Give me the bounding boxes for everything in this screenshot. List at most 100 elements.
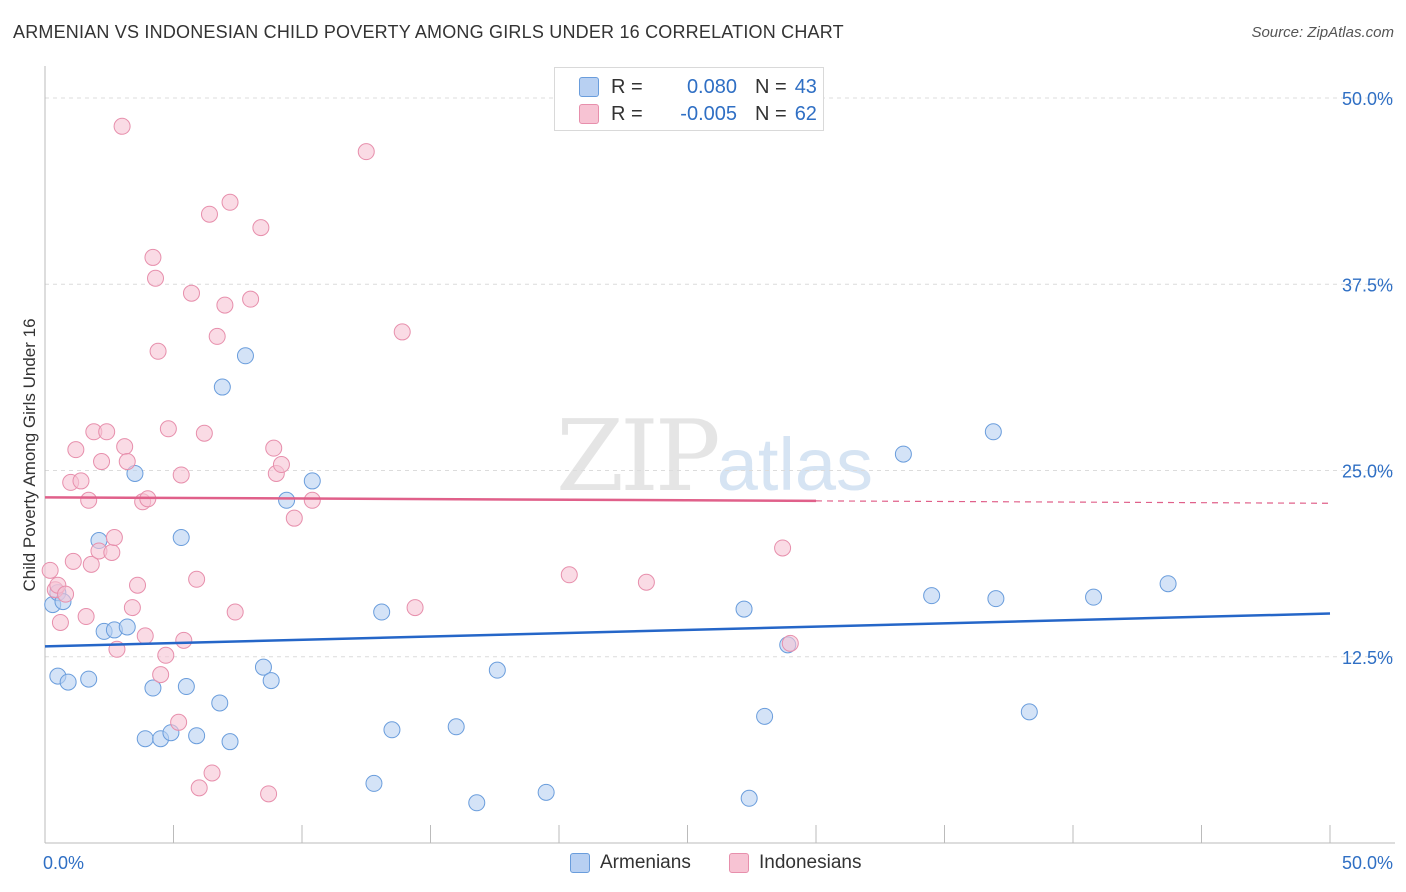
y-tick-label: 25.0% — [1342, 462, 1393, 482]
armenian-point — [1159, 575, 1177, 593]
indonesian-point — [64, 552, 82, 570]
armenian-point — [213, 378, 231, 396]
indonesians-legend-swatch — [729, 853, 749, 873]
indonesian-point — [152, 666, 170, 684]
indonesian-point — [357, 143, 375, 161]
legend-n-label: N = — [755, 75, 787, 98]
armenian-point — [447, 718, 465, 736]
legend-n-value: 62 — [794, 102, 817, 125]
indonesian-point — [57, 585, 75, 603]
indonesian-point — [77, 608, 95, 626]
source-label: Source: ZipAtlas.com — [1251, 24, 1394, 41]
indonesian-point — [159, 420, 177, 438]
armenian-point — [756, 707, 774, 725]
armenian-point — [987, 590, 1005, 608]
bottom-legend-indonesians: Indonesians — [729, 852, 861, 874]
armenian-point — [221, 733, 239, 751]
indonesian-point — [136, 627, 154, 645]
indonesian-point — [285, 509, 303, 527]
armenian-point — [80, 670, 98, 688]
indonesian-point — [93, 453, 111, 471]
armenian-point — [177, 678, 195, 696]
indonesian-point — [123, 599, 141, 617]
armenians-swatch — [579, 77, 599, 97]
x-tick-label: 0.0% — [43, 853, 84, 873]
indonesian-point — [260, 785, 278, 803]
armenian-point — [262, 672, 280, 690]
indonesian-point — [393, 323, 411, 341]
indonesian-point — [188, 570, 206, 588]
indonesian-point — [203, 764, 221, 782]
indonesian-point — [406, 599, 424, 617]
armenian-point — [488, 661, 506, 679]
indonesian-point — [147, 269, 165, 287]
indonesian-point — [82, 555, 100, 573]
indonesian-point — [265, 439, 283, 457]
indonesian-point — [175, 631, 193, 649]
indonesian-point — [103, 543, 121, 561]
watermark-atlas: atlas — [716, 423, 874, 506]
armenian-trend-line — [44, 612, 1331, 648]
indonesians-swatch — [579, 104, 599, 124]
indonesian-trend-line-dashed — [815, 500, 1331, 504]
armenian-point — [126, 464, 144, 482]
indonesian-point — [781, 634, 799, 652]
armenian-point — [383, 721, 401, 739]
armenian-point — [984, 423, 1002, 441]
armenian-point — [136, 730, 154, 748]
indonesian-point — [118, 453, 136, 471]
indonesian-point — [116, 438, 134, 456]
indonesian-point — [182, 284, 200, 302]
armenian-point — [923, 587, 941, 605]
indonesian-point — [637, 573, 655, 591]
armenian-point — [236, 347, 254, 365]
legend-n-label: N = — [755, 102, 787, 125]
indonesian-point — [67, 441, 85, 459]
indonesian-point — [51, 613, 69, 631]
armenian-point — [740, 789, 758, 807]
indonesian-point — [129, 576, 147, 594]
indonesian-point — [157, 646, 175, 664]
indonesian-point — [216, 296, 234, 314]
y-tick-label: 37.5% — [1342, 275, 1393, 295]
armenian-point — [172, 529, 190, 547]
bottom-legend-armenians: Armenians — [570, 852, 691, 874]
indonesian-point — [200, 205, 218, 223]
legend-r-value: 0.080 — [686, 75, 737, 98]
armenian-point — [59, 673, 77, 691]
indonesian-point — [190, 779, 208, 797]
armenian-point — [118, 618, 136, 636]
legend-r-label: R = — [611, 102, 643, 125]
indonesian-point — [149, 342, 167, 360]
watermark-zip: ZIP — [556, 400, 721, 514]
armenians-legend-swatch — [570, 853, 590, 873]
armenian-point — [1020, 703, 1038, 721]
indonesian-point — [105, 529, 123, 547]
y-tick-label: 12.5% — [1342, 648, 1393, 668]
armenian-point — [1085, 588, 1103, 606]
armenian-point — [537, 783, 555, 801]
y-tick-label: 50.0% — [1342, 89, 1393, 109]
armenian-point — [894, 445, 912, 463]
armenian-point — [373, 603, 391, 621]
legend-row-indonesians: R = -0.005 N = 62 — [579, 101, 817, 127]
armenian-point — [303, 472, 321, 490]
indonesian-point — [221, 193, 239, 211]
indonesian-trend-line — [44, 496, 817, 503]
legend-r-label: R = — [611, 75, 643, 98]
armenian-point — [468, 794, 486, 812]
indonesian-point — [144, 248, 162, 266]
indonesian-point — [80, 491, 98, 509]
indonesian-point — [774, 539, 792, 557]
indonesian-point — [195, 424, 213, 442]
armenian-point — [211, 694, 229, 712]
armenian-point — [278, 491, 296, 509]
indonesian-point — [242, 290, 260, 308]
watermark: ZIPatlas — [556, 400, 873, 514]
indonesian-point — [303, 491, 321, 509]
armenian-point — [254, 658, 272, 676]
indonesian-point — [252, 219, 270, 237]
armenian-point — [188, 727, 206, 745]
indonesian-point — [170, 713, 188, 731]
